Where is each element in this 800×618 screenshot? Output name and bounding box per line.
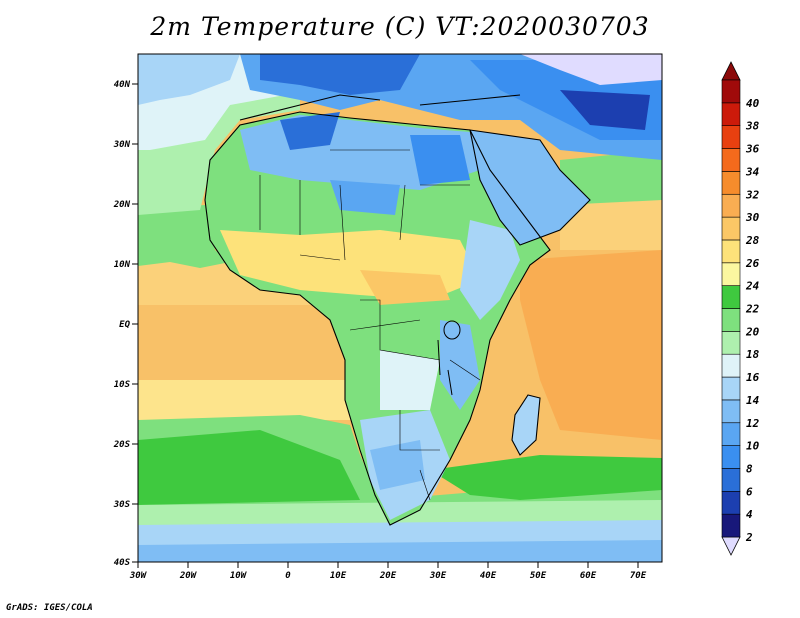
colorbar-label: 18 [746, 348, 760, 361]
colorbar-label: 20 [745, 325, 760, 338]
colorbar-swatch [721, 216, 741, 241]
colorbar-label: 22 [745, 303, 760, 316]
colorbar-swatch [721, 445, 741, 469]
colorbar-label: 36 [745, 143, 760, 156]
colorbar-under-arrow [721, 536, 741, 556]
madagascar [512, 395, 540, 455]
lon-label: 10E [330, 571, 347, 581]
colorbar-swatch [721, 468, 741, 492]
map-title: 2m Temperature (C) VT:2020030703 [150, 12, 650, 41]
colorbar-swatch [721, 376, 741, 401]
colorbar-swatch [721, 193, 741, 218]
colorbar-label: 28 [745, 234, 760, 247]
footer-credit: GrADS: IGES/COLA [6, 603, 93, 613]
colorbar-swatch [721, 513, 741, 538]
colorbar-swatch [721, 125, 741, 149]
colorbar-swatch [721, 353, 741, 378]
colorbar-swatch [721, 148, 741, 172]
lat-label: 10N [114, 260, 131, 270]
lon-label: 0 [285, 571, 291, 581]
colorbar-label: 26 [745, 257, 760, 270]
map-frame [137, 53, 663, 563]
colorbar-over-arrow [721, 61, 741, 81]
colorbar-label: 30 [745, 211, 760, 224]
lat-label: 20S [113, 440, 131, 450]
colorbar-label: 40 [746, 97, 760, 110]
colorbar-label: 34 [745, 165, 760, 178]
colorbar-swatch [721, 262, 741, 286]
lat-label: 20N [113, 200, 131, 210]
temperature-field [138, 54, 662, 562]
lon-label: 20W [179, 571, 198, 581]
colorbar-label: 2 [745, 531, 753, 544]
colorbar-swatch [721, 399, 741, 424]
latitude-axis: 40N 30N 20N 10N EQ 10S 20S 30S 40S [113, 80, 138, 568]
colorbar-label: 38 [745, 120, 760, 133]
lat-label: 40S [114, 558, 131, 568]
colorbar-swatch [721, 102, 741, 126]
colorbar-label: 6 [746, 485, 753, 498]
africa-landmass [205, 112, 550, 525]
colorbar-swatch [721, 239, 741, 264]
colorbar-label: 10 [746, 440, 760, 453]
colorbar-swatch [721, 422, 741, 446]
colorbar-label: 12 [746, 417, 760, 430]
lon-label: 20E [379, 571, 397, 581]
colorbar-swatch [721, 79, 741, 104]
colorbar-swatch [721, 490, 741, 515]
colorbar-swatch [721, 331, 741, 355]
lat-label: 40N [114, 80, 131, 90]
lat-label: 10S [114, 380, 131, 390]
lon-label: 10W [230, 571, 248, 581]
colorbar-label: 24 [745, 280, 760, 293]
longitude-axis: 30W 20W 10W 0 10E 20E 30E 40E 50E 60E 70… [129, 562, 647, 581]
lon-label: 60E [580, 571, 597, 581]
lon-label: 70E [630, 571, 647, 581]
lat-label: EQ [119, 320, 130, 330]
lat-label: 30N [113, 140, 131, 150]
colorbar-label: 8 [746, 462, 753, 475]
colorbar-swatch [721, 171, 741, 195]
colorbar-label: 14 [746, 394, 760, 407]
colorbar-label: 32 [745, 188, 760, 201]
lon-label: 50E [530, 571, 547, 581]
lat-label: 30S [113, 500, 131, 510]
colorbar-label: 16 [746, 371, 760, 384]
colorbar-swatch [721, 308, 741, 332]
colorbar-label: 4 [746, 508, 753, 521]
colorbar-swatch [721, 285, 741, 309]
lon-label: 40E [480, 571, 497, 581]
lon-label: 30W [129, 571, 148, 581]
lon-label: 30E [429, 571, 447, 581]
